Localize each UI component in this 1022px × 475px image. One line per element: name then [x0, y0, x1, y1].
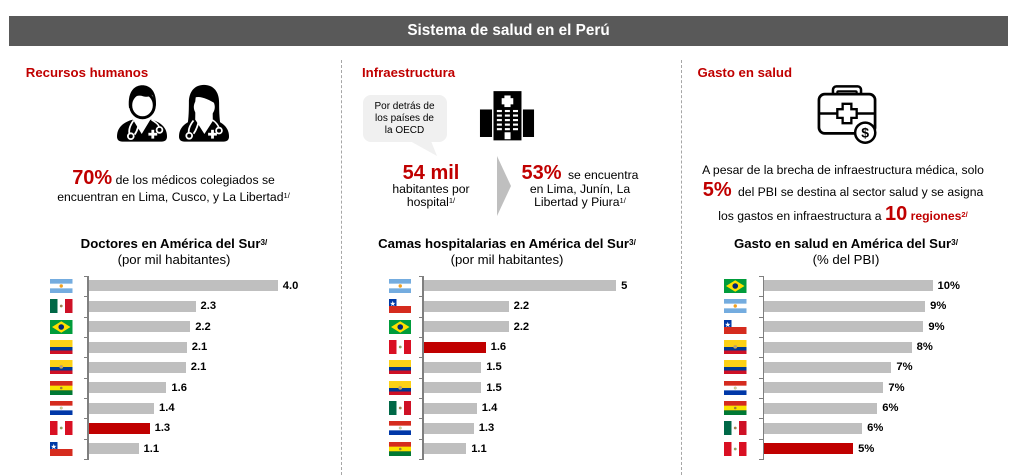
svg-text:$: $ [861, 124, 869, 140]
